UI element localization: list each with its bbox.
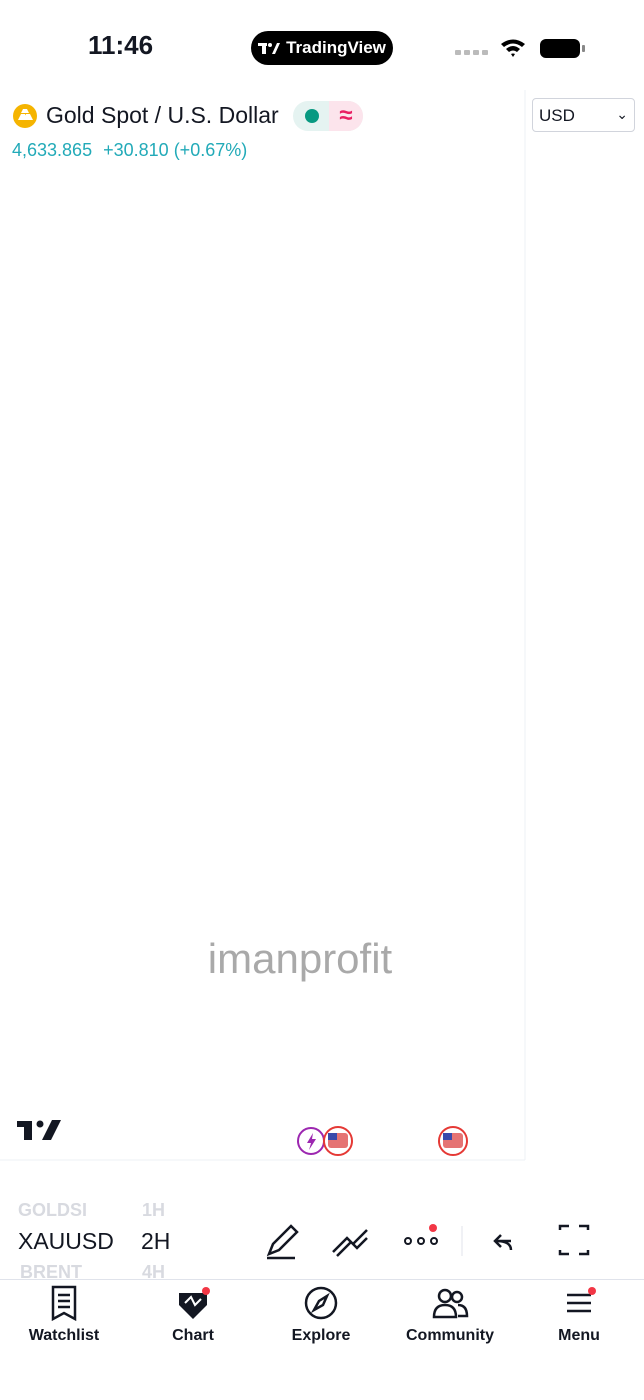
- status-pill[interactable]: ≈: [293, 101, 363, 131]
- market-open-dot: [305, 109, 319, 123]
- tab-label: Menu: [558, 1327, 600, 1344]
- tab-chart[interactable]: Chart: [129, 1285, 257, 1345]
- tab-icon: [567, 1287, 596, 1313]
- currency-label: USD: [539, 106, 575, 125]
- next-interval[interactable]: 4H: [142, 1262, 166, 1282]
- tab-icon: [51, 1285, 77, 1321]
- watermark: imanprofit: [208, 935, 393, 982]
- delayed-icon: ≈: [329, 101, 363, 131]
- app-logo: [258, 43, 281, 54]
- symbol-name[interactable]: Gold Spot / U.S. Dollar: [46, 102, 279, 128]
- interval-button[interactable]: 2H: [141, 1228, 171, 1254]
- app-name: TradingView: [286, 38, 386, 57]
- price-change: +30.810: [103, 140, 169, 160]
- symbol-button[interactable]: XAUUSD: [18, 1228, 114, 1254]
- price-line: 4,633.865 +30.810 (+0.67%): [12, 140, 247, 161]
- tab-label: Explore: [291, 1327, 351, 1344]
- tab-menu[interactable]: Menu: [515, 1285, 643, 1345]
- drawing-toolbar[interactable]: [255, 1218, 644, 1264]
- app-pill: TradingView: [251, 31, 393, 65]
- tabbar-border: [0, 1279, 644, 1280]
- tab-watchlist[interactable]: Watchlist: [0, 1285, 128, 1345]
- dropdown-arrow: ⌄: [616, 106, 628, 122]
- last-price: 4,633.865: [12, 140, 93, 160]
- tab-icon: [304, 1286, 338, 1320]
- symbol-icon: [13, 104, 37, 128]
- next-symbol[interactable]: BRENT: [20, 1262, 82, 1282]
- tab-label: Chart: [172, 1327, 214, 1344]
- status-icons: [455, 39, 585, 58]
- tab-community[interactable]: Community: [386, 1285, 514, 1345]
- prev-interval[interactable]: 1H: [142, 1200, 166, 1220]
- tab-label: Watchlist: [28, 1327, 100, 1344]
- status-time: 11:46: [88, 30, 154, 60]
- tab-label: Community: [406, 1327, 494, 1344]
- tv-logo: [17, 1120, 61, 1140]
- tab-explore[interactable]: Explore: [257, 1285, 385, 1345]
- price-change-pct: (+0.67%): [173, 140, 248, 160]
- tab-icon: [179, 1287, 210, 1319]
- event-icons[interactable]: [297, 1126, 468, 1156]
- currency-select[interactable]: USD ⌄: [532, 98, 635, 132]
- chart[interactable]: imanprofit: [0, 0, 644, 1200]
- tab-icon: [432, 1288, 469, 1319]
- prev-symbol[interactable]: GOLDSI: [18, 1200, 88, 1220]
